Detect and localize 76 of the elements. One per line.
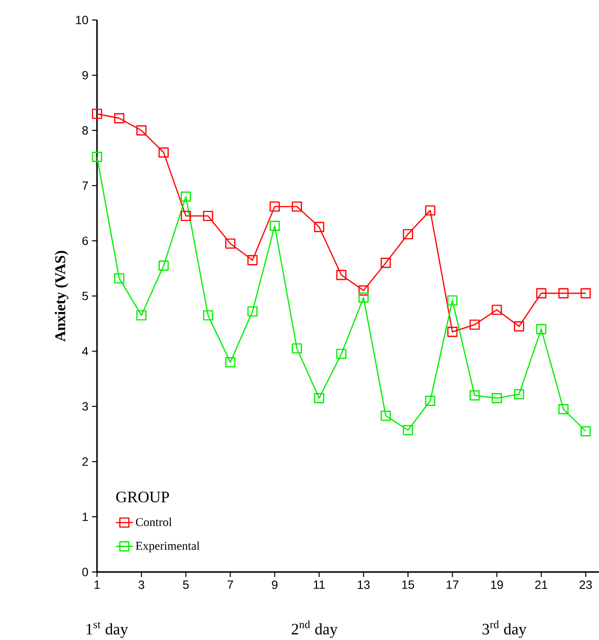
point — [536, 288, 546, 298]
point — [247, 255, 258, 266]
point — [180, 210, 191, 222]
point — [270, 201, 280, 212]
y-tick-label: 10 — [76, 16, 88, 24]
y-tick-label: 9 — [82, 70, 88, 80]
x-tick-label: 11 — [314, 580, 325, 589]
point — [225, 357, 236, 368]
text: 2$^{nd}$ day — [292, 620, 338, 638]
point — [492, 304, 502, 315]
y-tick-label: 7 — [82, 181, 88, 190]
point — [514, 389, 524, 400]
y-tick-label: 8 — [82, 126, 88, 135]
point — [247, 306, 258, 317]
point — [358, 285, 369, 296]
point — [114, 113, 124, 124]
x-tick-label: 1 — [94, 580, 100, 589]
point — [580, 288, 591, 298]
point — [136, 310, 147, 320]
point — [202, 210, 214, 222]
point — [114, 273, 124, 284]
x-tick-label: 15 — [402, 580, 414, 589]
y-tick-label: 4 — [82, 347, 88, 356]
point — [492, 393, 502, 404]
point — [536, 324, 546, 334]
x-tick-label: 19 — [491, 580, 503, 589]
x-tick-label: 7 — [228, 580, 233, 589]
point — [380, 410, 391, 421]
x-tick-label: 5 — [183, 580, 189, 589]
point — [270, 220, 280, 231]
x-tick-label: 3 — [138, 580, 144, 589]
x-tick-label: 17 — [446, 580, 458, 589]
point — [180, 192, 191, 202]
legend-title: GROUP — [116, 492, 169, 502]
point — [470, 390, 480, 400]
y-tick-label: 3 — [82, 402, 88, 411]
point — [514, 321, 524, 332]
legend-label: Control — [136, 518, 172, 526]
point — [402, 229, 414, 240]
x-tick-label: 23 — [580, 580, 592, 589]
point — [380, 258, 391, 268]
point — [158, 260, 169, 271]
point — [314, 222, 324, 232]
y-tick-label: 6 — [82, 236, 88, 246]
point — [425, 396, 436, 406]
point — [225, 238, 236, 249]
y-axis-title: Anxiety (VAS) — [54, 250, 68, 342]
x-tick-label: 9 — [272, 580, 278, 589]
point — [92, 152, 102, 162]
point — [558, 288, 569, 298]
point — [336, 270, 346, 280]
point — [558, 404, 569, 414]
point — [336, 348, 346, 360]
text: 1$^{st}$ day — [86, 622, 128, 638]
point — [425, 205, 436, 216]
point — [202, 310, 214, 320]
x-tick-label: 13 — [358, 580, 370, 589]
point — [470, 320, 480, 330]
point — [580, 426, 591, 436]
y-tick-label: 5 — [82, 292, 88, 300]
point — [358, 292, 369, 303]
point — [402, 425, 414, 436]
point — [314, 393, 324, 404]
point — [447, 295, 458, 306]
point — [447, 326, 458, 337]
y-tick-label: 0 — [82, 568, 88, 576]
point — [292, 343, 302, 354]
point — [92, 108, 102, 119]
text: 3$^{rd}$ day — [482, 620, 526, 638]
legend-label: Experimental — [136, 541, 200, 552]
y-tick-label: 2 — [82, 457, 88, 466]
x-tick-label: 21 — [535, 580, 548, 589]
point — [292, 201, 302, 212]
y-tick-label: 1 — [82, 512, 88, 521]
point — [136, 125, 147, 136]
point — [158, 147, 169, 158]
